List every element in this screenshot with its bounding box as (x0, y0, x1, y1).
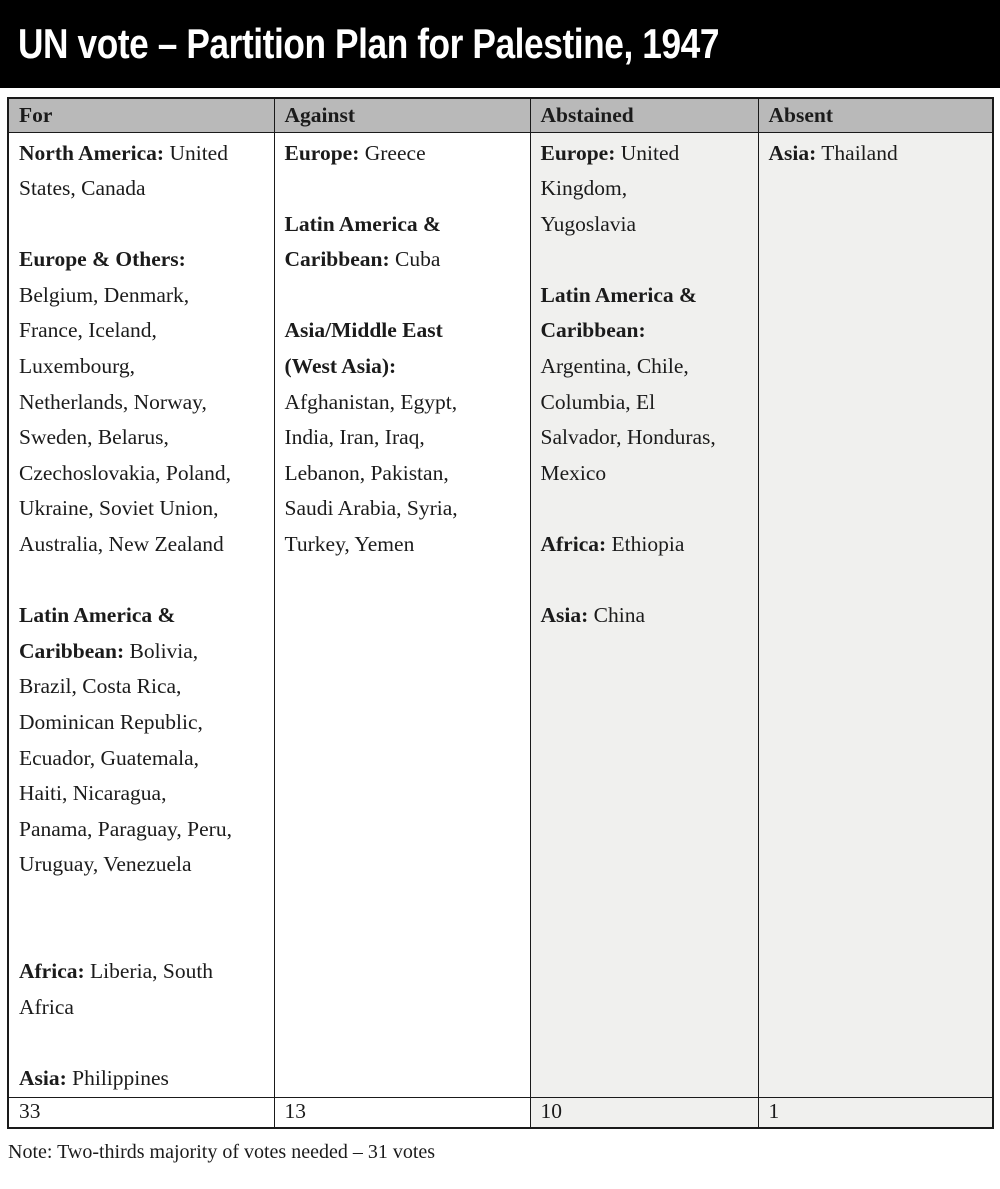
region-label: Latin America & Caribbean: (284, 211, 441, 272)
country-list: Afghanistan, Egypt, India, Iran, Iraq, L… (284, 389, 458, 557)
blank-line (19, 1025, 266, 1061)
region-group: Africa: Liberia, South Africa (19, 954, 266, 1025)
region-group: Europe & Others: Belgium, Denmark, France… (19, 242, 266, 562)
region-group: Latin America & Caribbean: Argentina, Chi… (541, 278, 750, 492)
blank-line (285, 171, 522, 207)
region-label: Asia: (19, 1065, 67, 1090)
region-group: North America: United States, Canada (19, 136, 266, 207)
region-label: Africa: (540, 532, 607, 557)
blank-line (19, 207, 266, 243)
region-label: Asia: (540, 603, 589, 628)
table-header-row: For Against Abstained Absent (7, 97, 994, 133)
total-for: 33 (7, 1096, 275, 1129)
country-list: Bolivia, Brazil, Costa Rica, Dominican R… (19, 638, 232, 877)
region-label: Africa: (19, 959, 85, 984)
region-label: Europe & Others: (19, 247, 186, 272)
region-group: Europe: United Kingdom, Yugoslavia (541, 136, 750, 243)
blank-line (541, 491, 750, 527)
column-header-against: Against (273, 97, 531, 133)
region-group: Asia: Philippines (19, 1061, 266, 1097)
blank-line (541, 242, 750, 278)
table-body-row: North America: United States, Canada Euro… (7, 131, 994, 1098)
title-banner: UN vote – Partition Plan for Palestine, … (0, 0, 1000, 88)
blank-line (285, 278, 522, 314)
region-label: Asia: (768, 140, 817, 165)
region-label: Europe: (284, 140, 360, 165)
country-list: United Kingdom, Yugoslavia (540, 140, 680, 236)
region-group: Africa: Ethiopia (541, 527, 750, 563)
region-label: Europe: (540, 140, 616, 165)
blank-line (19, 919, 266, 955)
footnote: Note: Two-thirds majority of votes neede… (8, 1141, 436, 1164)
country-list: China (593, 603, 646, 628)
vote-table: For Against Abstained Absent North Ameri… (7, 97, 994, 1130)
region-group: Latin America & Caribbean: Bolivia, Braz… (19, 598, 266, 883)
cell-for-votes: North America: United States, Canada Euro… (7, 131, 275, 1098)
country-list: Cuba (395, 247, 441, 272)
region-label: Latin America & Caribbean: (540, 282, 697, 343)
region-group: Asia: Thailand (769, 136, 985, 172)
country-list: United States, Canada (19, 140, 228, 201)
total-against: 13 (273, 1096, 531, 1129)
region-group: Europe: Greece (285, 136, 522, 172)
country-list: Belgium, Denmark, France, Iceland, Luxem… (19, 282, 231, 557)
cell-absent-votes: Asia: Thailand (757, 131, 994, 1098)
page-title: UN vote – Partition Plan for Palestine, … (18, 20, 720, 67)
country-list: Ethiopia (611, 532, 685, 557)
blank-line (19, 563, 266, 599)
region-group: Latin America & Caribbean: Cuba (285, 207, 522, 278)
column-header-abstained: Abstained (529, 97, 759, 133)
blank-line (541, 563, 750, 599)
country-list: Liberia, South Africa (19, 959, 214, 1019)
country-list: Philippines (72, 1065, 169, 1090)
country-list: Argentina, Chile, Columbia, El Salvador,… (540, 354, 716, 485)
region-label: Asia/Middle East (West Asia): (284, 318, 443, 379)
table-total-row: 33 13 10 1 (7, 1096, 994, 1129)
region-label: North America: (19, 140, 165, 165)
total-absent: 1 (757, 1096, 994, 1129)
country-list: Thailand (821, 140, 898, 165)
column-header-for: For (7, 97, 275, 133)
total-abstained: 10 (529, 1096, 759, 1129)
region-group: Asia/Middle East (West Asia): Afghanistan… (285, 313, 522, 562)
country-list: Greece (364, 140, 426, 165)
cell-against-votes: Europe: Greece Latin America & Caribbean:… (273, 131, 531, 1098)
column-header-absent: Absent (757, 97, 994, 133)
region-group: Asia: China (541, 598, 750, 634)
cell-abstained-votes: Europe: United Kingdom, Yugoslavia Latin … (529, 131, 759, 1098)
region-label: Latin America & Caribbean: (19, 603, 176, 663)
blank-line (19, 883, 266, 919)
page-content: For Against Abstained Absent North Ameri… (0, 97, 1000, 1164)
